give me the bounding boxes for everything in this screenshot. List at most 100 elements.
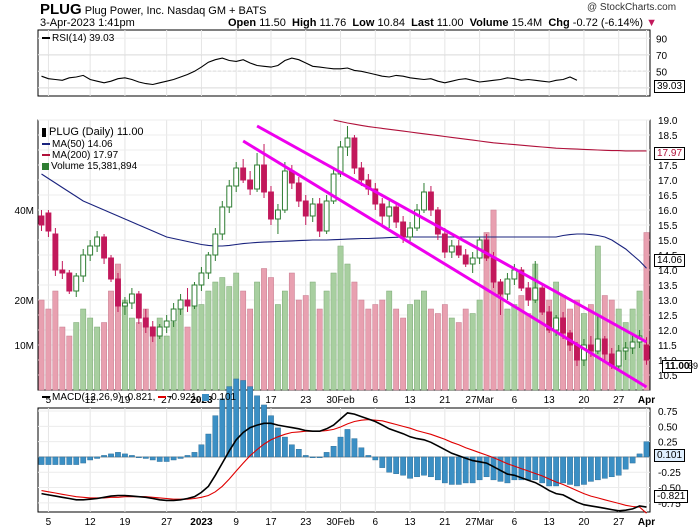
price-legend: PLUG (Daily) 11.00 <box>42 126 144 138</box>
candle-body <box>594 338 601 352</box>
candle-body <box>163 320 170 328</box>
hist-legend-text: 0.101 <box>211 392 237 403</box>
macd-histogram-bar <box>636 453 643 458</box>
volume-bar <box>504 308 511 391</box>
chart-header: PLUG Plug Power, Inc. Nasdaq GM + BATS <box>40 1 266 18</box>
rsi-tick-label: 50 <box>656 67 668 78</box>
macd-histogram-bar <box>351 438 358 458</box>
macd-histogram-bar <box>38 456 45 465</box>
macd-histogram-bar <box>59 456 66 465</box>
price-tick-label: 17.5 <box>658 161 678 172</box>
price-tick-label: 19.0 <box>658 116 678 127</box>
macd-tick-label: -0.25 <box>658 468 681 479</box>
macd-tick-label: -0.50 <box>658 484 681 495</box>
macd-line-icon <box>42 396 50 399</box>
macd-x-tick-label: 30Feb <box>326 517 355 528</box>
last-label: Last <box>411 17 434 29</box>
macd-tick-label: -0.75 <box>658 499 681 510</box>
macd-x-tick-label: 13 <box>544 517 556 528</box>
candle-body <box>45 212 52 232</box>
volume-bar <box>128 317 135 391</box>
candle-body <box>108 257 114 280</box>
volume-bar <box>170 322 177 391</box>
candle-body <box>156 326 163 337</box>
volume-bar <box>518 295 525 391</box>
macd-tick-label: 0.75 <box>658 407 678 418</box>
candle-body <box>427 191 434 211</box>
candle-body <box>351 137 358 169</box>
candle-body <box>128 293 135 304</box>
price-tick-label: 16.5 <box>658 191 678 202</box>
volume-bar <box>302 295 309 391</box>
volume-bar <box>379 299 386 391</box>
volume-legend: Volume 15,381,894 <box>42 161 137 173</box>
price-x-tick-label: 5 <box>46 395 52 406</box>
candle-body <box>274 209 281 220</box>
macd-histogram-bar <box>504 456 511 484</box>
macd-histogram-bar <box>52 456 59 465</box>
candle-body <box>358 167 365 181</box>
macd-histogram-bar <box>122 453 128 458</box>
macd-tick-label: 0.50 <box>658 422 678 433</box>
exchange-name: Nasdaq GM + BATS <box>167 5 267 17</box>
macd-x-tick-label: 27 <box>613 517 625 528</box>
volume-bar <box>205 290 212 391</box>
candle-body <box>38 215 45 226</box>
volume-value: 15.4M <box>511 17 543 29</box>
macd-histogram-bar <box>393 456 400 474</box>
macd-histogram-bar <box>45 456 52 465</box>
candle-body <box>73 275 80 292</box>
volume-bar <box>115 263 121 391</box>
price-x-tick-label: 13 <box>544 395 556 406</box>
price-legend-text: PLUG (Daily) 11.00 <box>49 126 144 138</box>
candle-body <box>135 293 142 319</box>
macd-histogram-bar <box>372 456 379 461</box>
candle-body <box>66 272 73 292</box>
high-label: High <box>292 17 317 29</box>
signal-line-icon <box>158 396 167 399</box>
candle-body <box>247 179 254 190</box>
macd-histogram-bar <box>469 456 476 484</box>
macd-legend-text: MACD(12,26,9) -0.821, <box>52 392 156 403</box>
candle-body <box>344 137 351 148</box>
volume-bar <box>268 277 274 391</box>
candle-body <box>615 350 622 367</box>
price-tick-label: 15.5 <box>658 221 678 232</box>
price-tick-label: 16.0 <box>658 206 678 217</box>
hist-legend-icon <box>202 393 210 401</box>
macd-x-tick-label: 6 <box>512 517 518 528</box>
ma50-last-tag: 14.06 <box>654 254 686 267</box>
macd-x-tick-label: 21 <box>439 517 451 528</box>
macd-x-tick-label: 23 <box>300 517 312 528</box>
price-x-tick-label: 17 <box>265 395 277 406</box>
macd-histogram-bar <box>149 456 156 461</box>
volume-bar <box>330 272 337 391</box>
volume-bar <box>52 290 59 391</box>
candle-body <box>400 221 407 238</box>
price-x-tick-label: 12 <box>85 395 97 406</box>
chg-value: -0.72 (-6.14%) <box>572 17 644 29</box>
macd-histogram-bar <box>184 455 191 458</box>
macd-histogram-bar <box>553 456 559 487</box>
macd-histogram-bar <box>379 456 386 468</box>
macd-histogram-bar <box>643 441 650 458</box>
price-tick-label: 15.0 <box>658 236 678 247</box>
candle-body <box>587 344 594 352</box>
macd-histogram-bar <box>275 427 281 458</box>
candle-body <box>170 308 177 322</box>
copyright: @ StockCharts.com <box>587 2 677 13</box>
price-x-tick-label: 27 <box>161 395 173 406</box>
macd-histogram-bar <box>567 456 573 485</box>
candle-body <box>518 269 525 289</box>
macd-histogram-bar <box>177 456 184 459</box>
rsi-tick-label: 70 <box>656 51 668 62</box>
candle-body <box>497 281 504 295</box>
macd-legend: MACD(12,26,9) -0.821, -0.921, 0.101 <box>42 392 236 404</box>
candle-body <box>268 191 274 220</box>
macd-histogram-bar <box>462 456 469 484</box>
macd-x-tick-label: 9 <box>233 517 239 528</box>
volume-bar <box>511 304 518 391</box>
candle-body <box>191 284 198 307</box>
volume-bar <box>400 317 407 391</box>
candle-body <box>240 167 247 181</box>
